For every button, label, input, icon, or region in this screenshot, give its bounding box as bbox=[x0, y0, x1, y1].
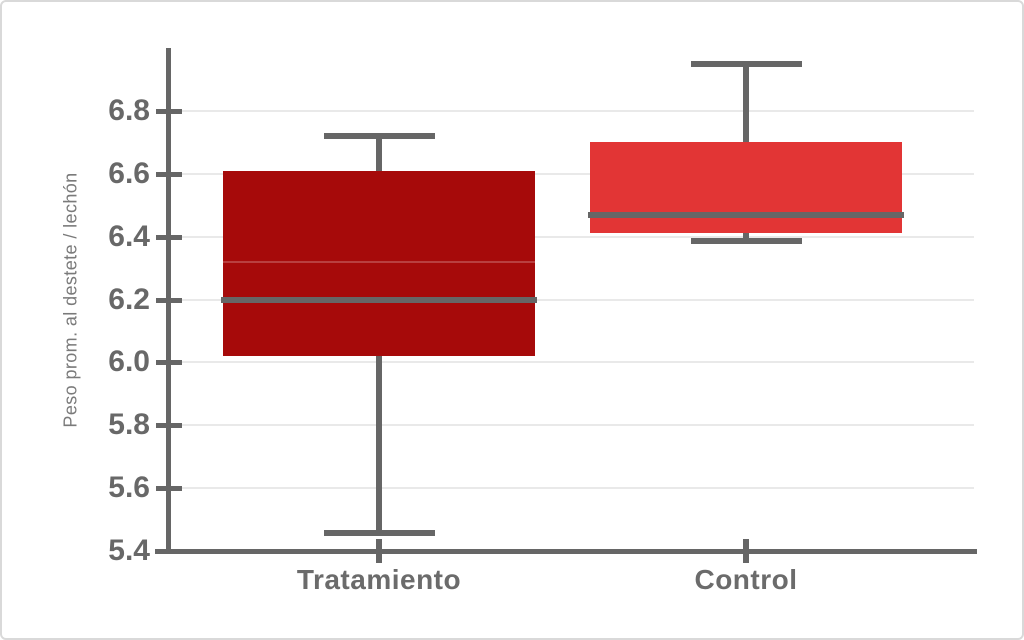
whisker-lower-stem-control bbox=[743, 233, 749, 239]
whisker-upper-stem-tratamiento bbox=[376, 136, 382, 171]
y-axis-tick-label: 6.0 bbox=[108, 345, 150, 378]
gridline bbox=[172, 236, 974, 238]
y-axis-tick-label: 6.4 bbox=[108, 220, 150, 253]
gridline bbox=[172, 487, 974, 489]
box-control bbox=[590, 142, 902, 233]
y-axis-tick-label: 5.8 bbox=[108, 408, 150, 441]
x-axis-tick-mark-control bbox=[743, 539, 749, 563]
whisker-cap-high-control bbox=[691, 61, 802, 67]
x-axis-line bbox=[155, 549, 977, 554]
whisker-cap-high-tratamiento bbox=[324, 133, 435, 139]
gridline bbox=[172, 299, 974, 301]
x-axis-tick-mark-tratamiento bbox=[376, 539, 382, 563]
category-label-tratamiento: Tratamiento bbox=[296, 564, 462, 595]
gridline bbox=[172, 110, 974, 112]
whisker-cap-low-control bbox=[691, 238, 802, 244]
y-axis-tick-label: 6.8 bbox=[108, 94, 150, 127]
median-line-tratamiento bbox=[221, 297, 537, 303]
y-axis-tick-label: 5.6 bbox=[108, 471, 150, 504]
y-axis-tick-label: 6.2 bbox=[108, 283, 150, 316]
y-axis-tick-label: 6.6 bbox=[108, 157, 150, 190]
y-axis-tick-label: 5.4 bbox=[108, 534, 150, 567]
whisker-upper-stem-control bbox=[743, 64, 749, 143]
median-line-control bbox=[588, 212, 904, 218]
faint-inner-line-tratamiento bbox=[223, 261, 535, 263]
gridline bbox=[172, 424, 974, 426]
y-axis-line bbox=[166, 48, 171, 554]
category-label-control: Control bbox=[694, 564, 798, 595]
gridline bbox=[172, 173, 974, 175]
whisker-lower-stem-tratamiento bbox=[376, 356, 382, 532]
gridline bbox=[172, 361, 974, 363]
whisker-cap-low-tratamiento bbox=[324, 530, 435, 536]
box-tratamiento bbox=[223, 171, 535, 356]
